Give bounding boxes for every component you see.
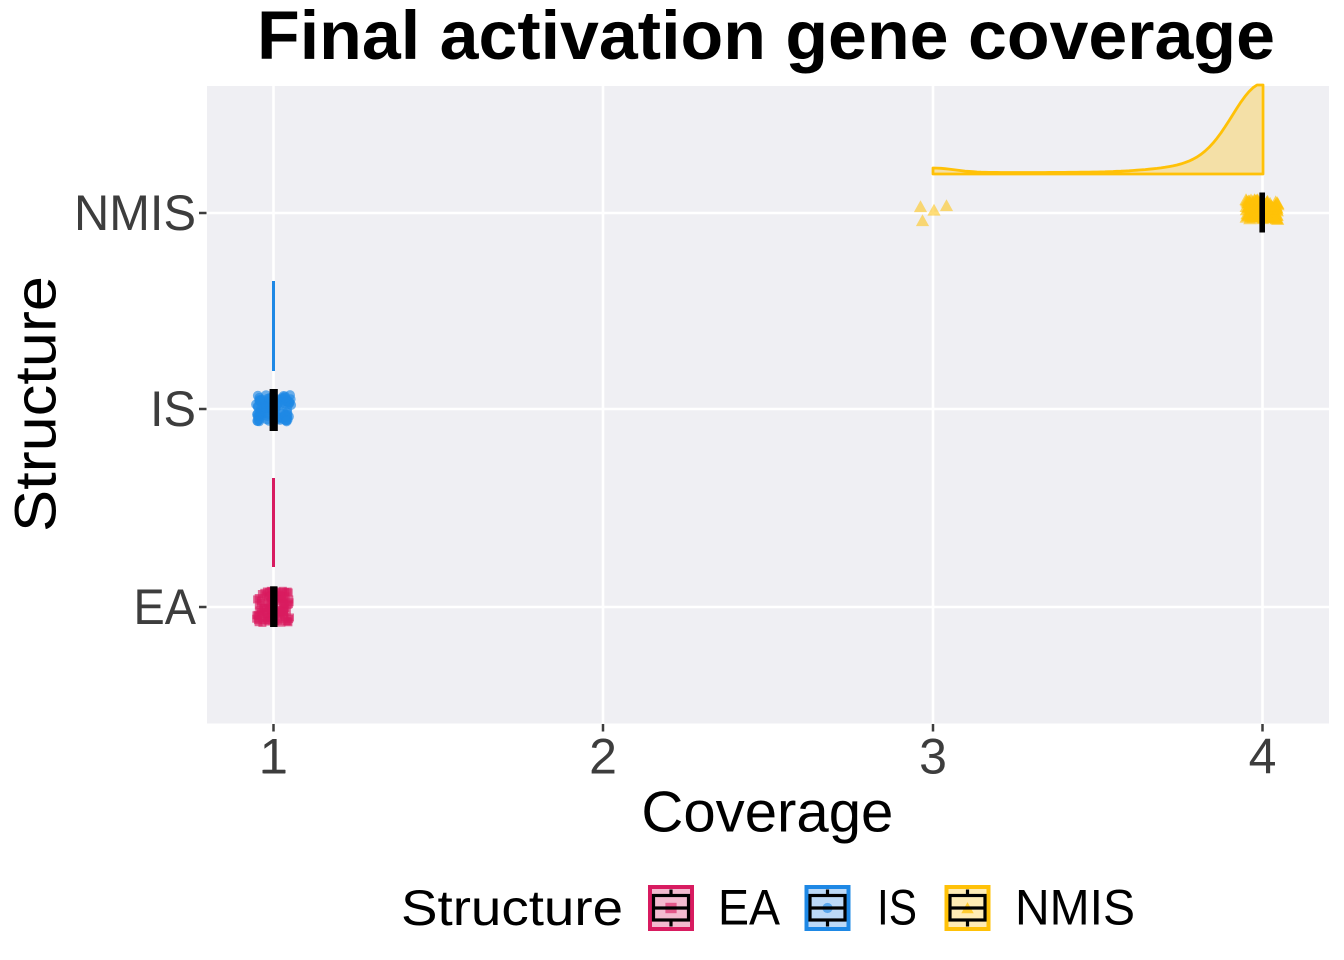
svg-text:Structure: Structure — [401, 880, 623, 936]
svg-text:4: 4 — [1249, 728, 1277, 784]
svg-text:EA: EA — [134, 579, 197, 635]
svg-text:NMIS: NMIS — [1015, 880, 1135, 936]
svg-text:Final activation gene coverage: Final activation gene coverage — [257, 0, 1275, 74]
svg-text:EA: EA — [718, 880, 781, 936]
svg-text:NMIS: NMIS — [74, 185, 196, 241]
svg-text:Structure: Structure — [4, 276, 69, 532]
svg-text:Coverage: Coverage — [641, 781, 893, 845]
svg-text:IS: IS — [150, 381, 196, 437]
svg-text:3: 3 — [919, 728, 947, 784]
svg-text:1: 1 — [260, 728, 288, 784]
svg-text:2: 2 — [589, 728, 617, 784]
svg-text:IS: IS — [877, 880, 917, 936]
